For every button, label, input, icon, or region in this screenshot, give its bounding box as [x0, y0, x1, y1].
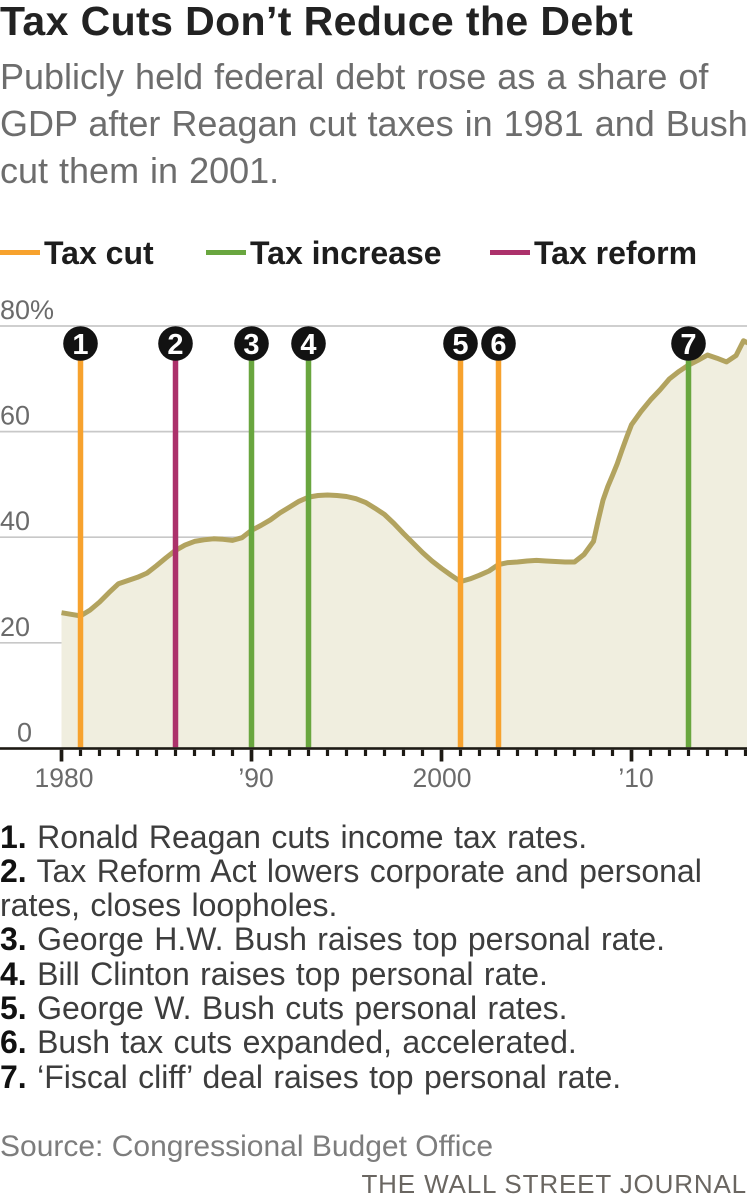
svg-text:’10: ’10	[618, 763, 653, 793]
svg-text:1980: 1980	[35, 763, 94, 793]
svg-text:2000: 2000	[413, 763, 472, 793]
svg-text:5: 5	[452, 329, 468, 361]
svg-text:0: 0	[17, 717, 32, 747]
svg-text:1: 1	[72, 329, 88, 361]
svg-text:80%: 80%	[0, 295, 54, 325]
svg-text:40: 40	[0, 506, 30, 536]
svg-text:’90: ’90	[238, 763, 273, 793]
svg-text:4: 4	[300, 329, 316, 361]
svg-text:2: 2	[167, 329, 183, 361]
svg-text:7: 7	[680, 329, 696, 361]
svg-text:6: 6	[490, 329, 506, 361]
svg-text:60: 60	[0, 401, 30, 431]
svg-text:20: 20	[0, 612, 30, 642]
svg-text:3: 3	[243, 329, 259, 361]
